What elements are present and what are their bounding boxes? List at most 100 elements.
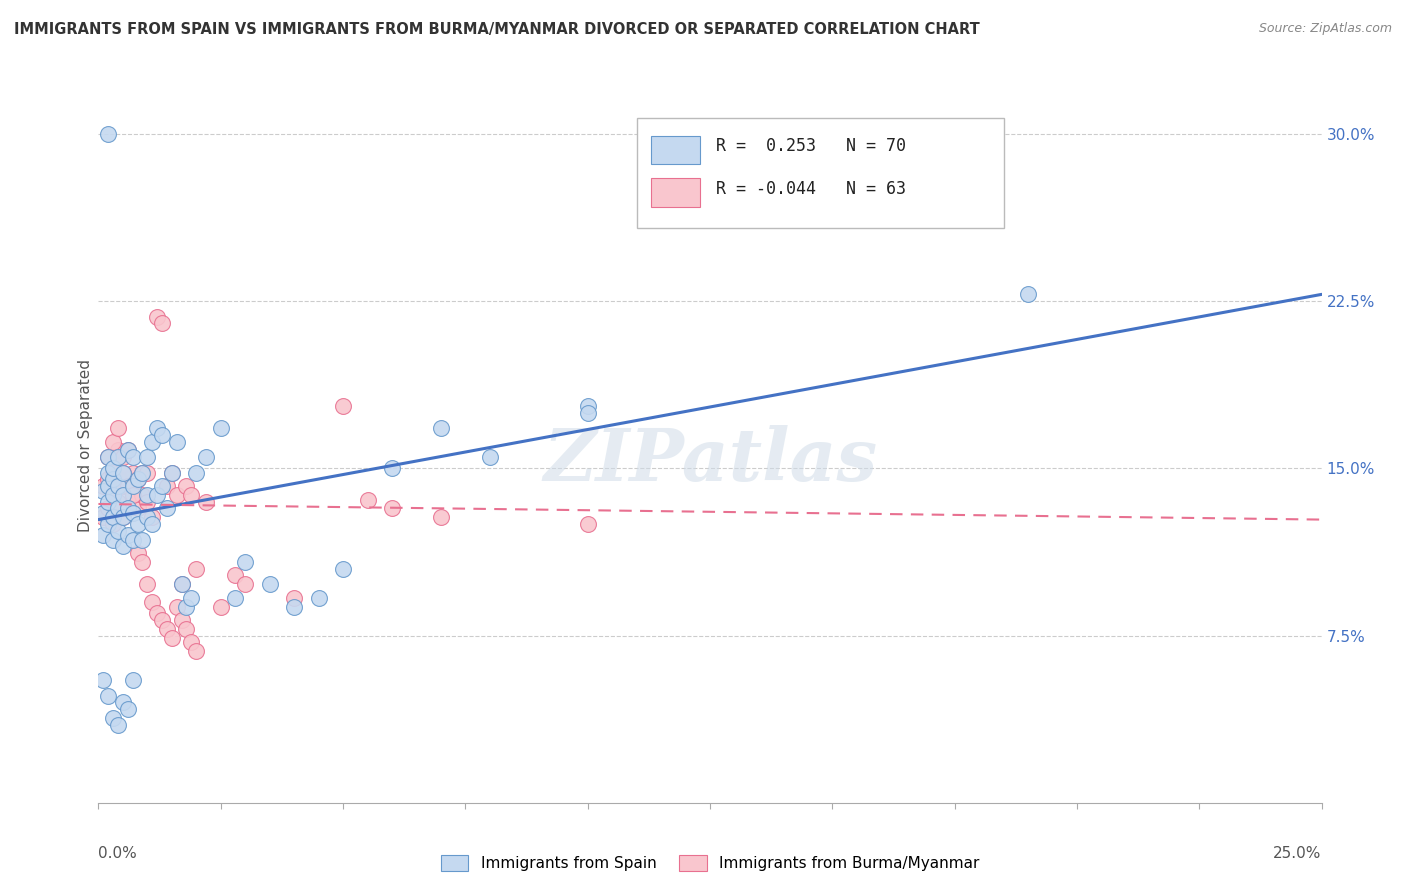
- Point: [170, 577, 193, 591]
- Point: [160, 631, 183, 645]
- Point: [101, 517, 124, 532]
- Point: [478, 450, 501, 465]
- Point: [97, 479, 120, 493]
- Point: [117, 501, 139, 516]
- Point: [381, 501, 404, 516]
- Point: [101, 461, 124, 475]
- Point: [308, 591, 330, 605]
- Point: [136, 510, 159, 524]
- Point: [91, 528, 114, 542]
- Point: [136, 466, 159, 480]
- Point: [117, 473, 139, 487]
- Point: [146, 607, 169, 621]
- Point: [150, 317, 173, 331]
- Point: [131, 555, 153, 569]
- Point: [101, 711, 124, 725]
- Point: [180, 635, 202, 649]
- Point: [127, 546, 149, 560]
- Point: [107, 450, 129, 465]
- Point: [259, 577, 281, 591]
- Point: [101, 466, 124, 480]
- Point: [141, 434, 163, 449]
- Point: [97, 473, 120, 487]
- Point: [233, 577, 256, 591]
- Point: [156, 501, 179, 516]
- Point: [117, 501, 139, 516]
- Point: [186, 466, 208, 480]
- Point: [131, 466, 153, 480]
- Point: [136, 577, 159, 591]
- Point: [127, 517, 149, 532]
- Point: [97, 466, 120, 480]
- Point: [107, 717, 129, 731]
- Point: [1017, 287, 1039, 301]
- Point: [101, 473, 124, 487]
- Point: [146, 421, 169, 435]
- Point: [117, 443, 139, 458]
- Point: [121, 673, 143, 687]
- Point: [121, 506, 143, 520]
- Point: [170, 613, 193, 627]
- Point: [127, 473, 149, 487]
- Legend: Immigrants from Spain, Immigrants from Burma/Myanmar: Immigrants from Spain, Immigrants from B…: [434, 849, 986, 877]
- Point: [209, 421, 232, 435]
- Point: [121, 488, 143, 502]
- Point: [117, 528, 139, 542]
- Point: [107, 479, 129, 493]
- Text: 0.0%: 0.0%: [98, 846, 138, 861]
- Point: [111, 488, 134, 502]
- Point: [111, 696, 134, 710]
- Point: [97, 494, 120, 508]
- Point: [131, 533, 153, 547]
- Point: [195, 450, 218, 465]
- Point: [111, 466, 134, 480]
- Point: [176, 599, 198, 614]
- Point: [97, 689, 120, 703]
- Text: 25.0%: 25.0%: [1274, 846, 1322, 861]
- Point: [117, 443, 139, 458]
- Point: [111, 510, 134, 524]
- Point: [332, 562, 354, 576]
- Point: [195, 494, 218, 508]
- Point: [576, 517, 599, 532]
- Point: [150, 479, 173, 493]
- Point: [176, 479, 198, 493]
- Point: [186, 562, 208, 576]
- Point: [111, 539, 134, 553]
- Point: [224, 568, 246, 582]
- Point: [121, 466, 143, 480]
- Point: [156, 479, 179, 493]
- Point: [91, 506, 114, 520]
- Point: [101, 488, 124, 502]
- Point: [141, 595, 163, 609]
- Point: [131, 488, 153, 502]
- Point: [180, 591, 202, 605]
- Text: R =  0.253   N = 70: R = 0.253 N = 70: [716, 137, 905, 155]
- Point: [141, 517, 163, 532]
- Point: [101, 434, 124, 449]
- Point: [166, 434, 188, 449]
- Point: [141, 510, 163, 524]
- Point: [150, 427, 173, 442]
- Point: [136, 494, 159, 508]
- Point: [91, 479, 114, 493]
- Point: [91, 510, 114, 524]
- Point: [111, 510, 134, 524]
- Point: [97, 501, 120, 516]
- Point: [107, 524, 129, 538]
- Point: [146, 488, 169, 502]
- Point: [160, 466, 183, 480]
- Point: [121, 488, 143, 502]
- Point: [136, 450, 159, 465]
- Point: [131, 466, 153, 480]
- Point: [224, 591, 246, 605]
- Point: [233, 555, 256, 569]
- Point: [283, 599, 305, 614]
- FancyBboxPatch shape: [651, 136, 700, 164]
- Point: [166, 599, 188, 614]
- Point: [381, 461, 404, 475]
- Point: [150, 613, 173, 627]
- Point: [117, 479, 139, 493]
- Point: [117, 702, 139, 716]
- Point: [576, 399, 599, 413]
